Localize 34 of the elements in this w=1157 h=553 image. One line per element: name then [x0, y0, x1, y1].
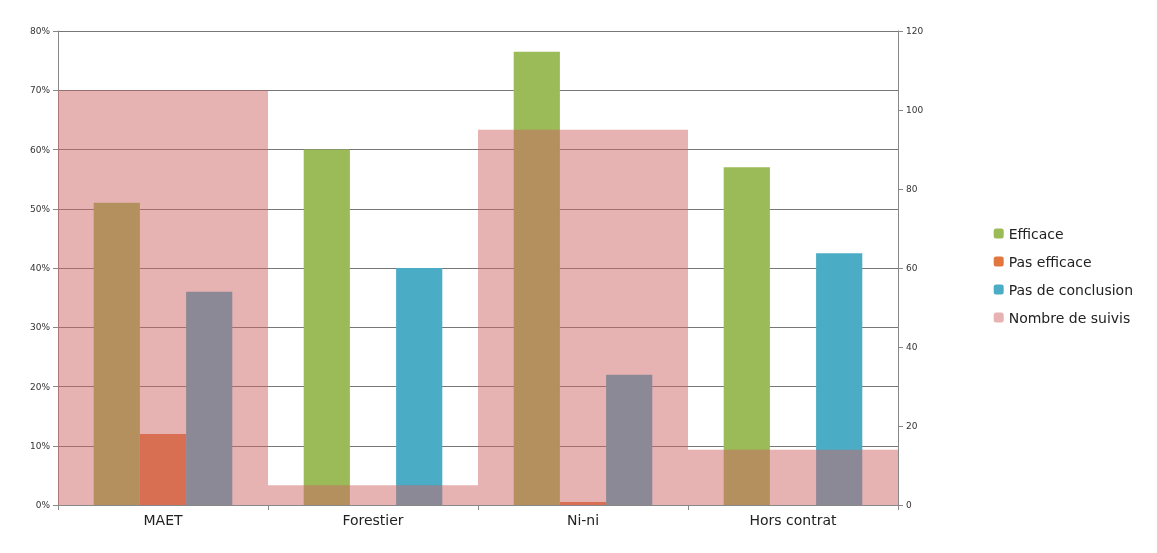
legend-label: Pas de conclusion: [1008, 281, 1134, 298]
y2-tick-label: 60: [906, 263, 918, 273]
y-tick-label: 50%: [29, 203, 51, 214]
x-tick-label: Forestier: [342, 512, 404, 528]
y-tick-label: 60%: [29, 144, 51, 155]
y-tick-label: 20%: [29, 381, 51, 392]
y-tick-label: 10%: [29, 440, 51, 451]
y2-tick-label: 0: [906, 500, 912, 510]
y-tick-label: 30%: [29, 322, 51, 333]
bar: [816, 253, 863, 505]
bar: [723, 167, 770, 505]
bar: [186, 291, 233, 505]
y2-tick-label: 120: [906, 26, 924, 36]
bar: [396, 268, 443, 505]
y-tick-label: 70%: [29, 85, 51, 96]
legend-label: Pas efficace: [1008, 253, 1092, 270]
y2-tick-label: 20: [906, 421, 918, 431]
bar: [606, 374, 653, 505]
bar: [559, 502, 607, 505]
bar: [93, 202, 140, 505]
y2-tick-label: 80: [906, 184, 918, 194]
bar: [513, 51, 560, 505]
y2-tick-label: 40: [906, 342, 918, 352]
y2-tick-label: 100: [906, 105, 924, 115]
bar: [303, 149, 350, 505]
x-tick-label: MAET: [143, 512, 183, 528]
legend-label: Efficace: [1008, 225, 1064, 242]
y-tick-label: 0%: [35, 500, 51, 510]
bar: [139, 433, 187, 505]
x-tick-label: Hors contrat: [749, 512, 838, 528]
y-tick-label: 80%: [29, 26, 51, 36]
y-tick-label: 40%: [29, 263, 51, 273]
legend-label: Nombre de suivis: [1008, 309, 1131, 326]
x-tick-label: Ni-ni: [566, 512, 600, 528]
